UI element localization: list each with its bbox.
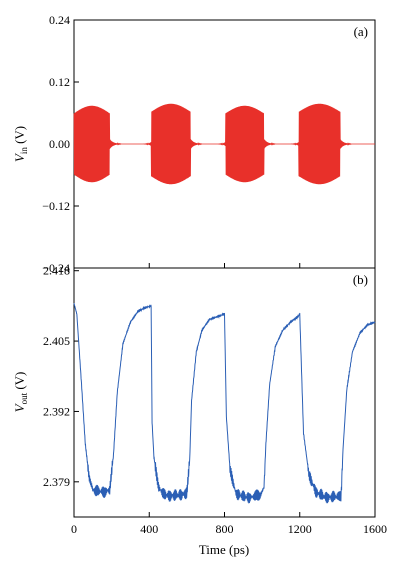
x-tick-label: 0 — [71, 522, 77, 536]
x-axis-label: Time (ps) — [199, 542, 249, 557]
panel-b-ylabel-main: V — [12, 402, 27, 412]
x-tick-label: 400 — [140, 522, 158, 536]
panel-b-x-ticks — [73, 512, 376, 517]
panel-b-frame — [73, 267, 376, 518]
panel-a-ylabel-main: V — [12, 152, 27, 162]
panel-a-y-tick-label: 0.12 — [49, 75, 70, 89]
x-tick-label: 800 — [216, 522, 234, 536]
panel-a-label: (a) — [354, 24, 368, 39]
panel-a-series-line — [73, 103, 375, 185]
x-tick-label: 1200 — [288, 522, 312, 536]
panel-b: (b) 2.418 2.405 2.392 2.379 Vout (V) — [12, 264, 376, 518]
x-tick-labels: 0 400 800 1200 1600 — [71, 522, 387, 536]
panel-a-ylabel-sub: in — [19, 147, 29, 155]
panel-a-ylabel-unit: (V) — [12, 126, 27, 147]
panel-b-y-tick-label: 2.392 — [43, 404, 70, 418]
panel-b-label: (b) — [353, 272, 368, 287]
panel-b-y-tick-label: 2.379 — [43, 475, 70, 489]
x-tick-label: 1600 — [363, 522, 387, 536]
panel-a-y-tick-label: −0.12 — [42, 199, 70, 213]
panel-a-y-tick-label: −0.24 — [42, 261, 70, 275]
panel-b-series-line — [73, 303, 376, 504]
panel-a-series — [73, 103, 375, 185]
panel-b-y-tick-label: 2.405 — [43, 334, 70, 348]
panel-b-y-ticks: 2.418 2.405 2.392 2.379 — [43, 264, 79, 489]
panel-a-ylabel: Vin (V) — [12, 126, 29, 162]
panel-a: (a) 0.24 0.12 0.00 −0.12 −0.24 Vin (V) — [12, 13, 376, 275]
panel-b-ylabel-unit: (V) — [12, 372, 27, 393]
panel-b-series — [73, 303, 376, 504]
panel-b-y-tick-label: 2.418 — [43, 264, 70, 278]
panel-a-x-ticks — [73, 263, 376, 268]
panel-b-ylabel: Vout (V) — [12, 372, 29, 413]
panel-a-y-tick-label: 0.24 — [49, 13, 70, 27]
panel-a-y-tick-label: 0.00 — [49, 137, 70, 151]
panel-a-y-ticks: 0.24 0.12 0.00 −0.12 −0.24 — [42, 13, 79, 275]
panel-b-ylabel-sub: out — [19, 392, 29, 404]
